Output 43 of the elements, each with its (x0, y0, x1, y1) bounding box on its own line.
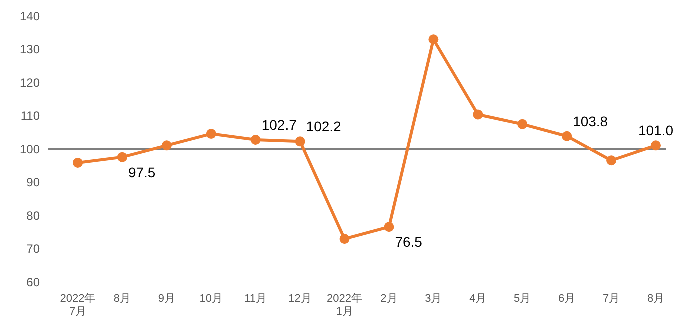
y-tick-label: 90 (26, 176, 40, 190)
y-tick-label: 140 (20, 9, 40, 24)
point (473, 110, 484, 120)
data-label: 102.2 (306, 118, 342, 135)
y-tick-label: 60 (26, 275, 40, 290)
x-tick-label: 2022年 7月 (60, 293, 96, 318)
x-tick-label: 9月 (158, 293, 176, 305)
x-tick-label: 5月 (514, 293, 532, 305)
point (384, 222, 394, 232)
point (340, 234, 350, 244)
data-label: 102.7 (262, 117, 298, 134)
y-tick-label: 110 (20, 109, 40, 124)
y-tick-label: 70 (26, 242, 40, 256)
y-tick-label: 100 (20, 142, 40, 156)
x-tick-label: 2022年 1月 (327, 293, 363, 318)
point (117, 152, 128, 162)
y-tick-label: 120 (20, 76, 40, 90)
point (651, 140, 661, 151)
x-tick-label: 8月 (114, 293, 132, 305)
point (206, 129, 216, 140)
point (250, 135, 261, 146)
x-tick-label: 2月 (380, 293, 398, 305)
data-label: 97.5 (128, 164, 156, 180)
point (73, 158, 83, 168)
x-tick-label: 3月 (425, 293, 442, 305)
x-tick-label: 10月 (200, 293, 224, 305)
point (518, 119, 528, 130)
point (428, 34, 439, 45)
data-label: 103.8 (573, 113, 608, 130)
point (295, 136, 306, 147)
x-tick-label: 4月 (470, 293, 487, 305)
y-tick-label: 130 (20, 42, 40, 57)
point (162, 140, 172, 151)
x-tick-label: 11月 (244, 293, 268, 305)
point (606, 156, 617, 166)
point (562, 131, 572, 142)
x-tick-label: 6月 (558, 293, 576, 305)
y-tick-label: 80 (26, 208, 40, 223)
data-label: 76.5 (395, 234, 423, 250)
data-label: 101.0 (638, 122, 674, 139)
x-tick-label: 7月 (602, 293, 620, 305)
x-tick-label: 12月 (288, 293, 312, 305)
x-tick-label: 8月 (647, 293, 665, 305)
